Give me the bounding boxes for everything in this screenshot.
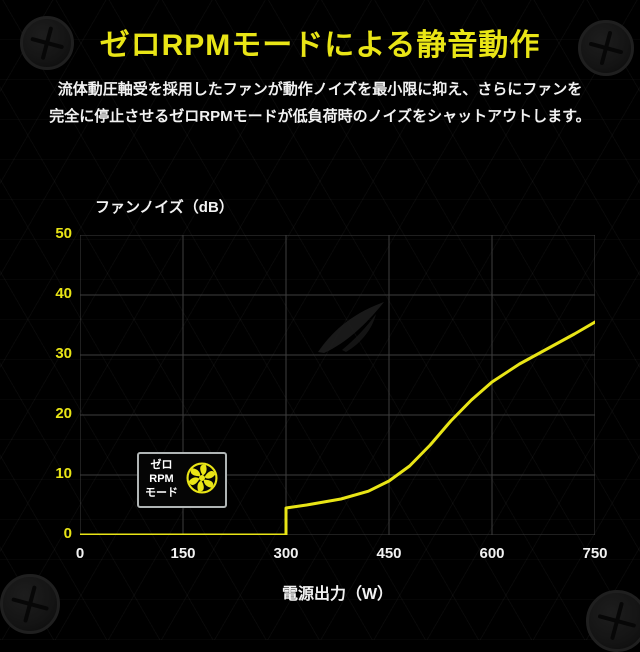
subtitle-line-2: 完全に停止させるゼロRPMモードが低負荷時のノイズをシャットアウトします。 xyxy=(49,108,591,125)
x-tick-label: 450 xyxy=(376,545,402,562)
subtitle-line-1: 流体動圧軸受を採用したファンが動作ノイズを最小限に抑え、さらにファンを xyxy=(57,81,583,98)
y-tick-label: 40 xyxy=(55,285,72,302)
fan-icon xyxy=(185,461,219,500)
y-tick-label: 50 xyxy=(55,225,72,242)
y-tick-label: 0 xyxy=(63,525,72,542)
x-tick-label: 750 xyxy=(582,545,608,562)
y-tick-label: 20 xyxy=(55,405,72,422)
x-tick-label: 300 xyxy=(273,545,299,562)
y-axis-title: ファンノイズ（dB） xyxy=(95,199,234,216)
zero-rpm-badge: ゼロ RPM モード xyxy=(137,452,227,508)
screw-icon xyxy=(20,16,74,70)
x-axis-title: 電源出力（W） xyxy=(281,586,394,603)
page-title: ゼロRPMモードによる静音動作 xyxy=(99,29,541,62)
x-tick-label: 600 xyxy=(479,545,505,562)
screw-icon xyxy=(578,20,634,76)
y-tick-label: 30 xyxy=(55,345,72,362)
corsair-logo-icon xyxy=(316,300,386,360)
y-tick-label: 10 xyxy=(55,465,72,482)
subtitle: 流体動圧軸受を採用したファンが動作ノイズを最小限に抑え、さらにファンを 完全に停… xyxy=(0,76,640,130)
x-tick-label: 0 xyxy=(75,545,85,562)
screw-icon xyxy=(0,574,60,634)
zero-rpm-badge-label: ゼロ RPM モード xyxy=(145,459,178,499)
x-tick-label: 150 xyxy=(170,545,196,562)
